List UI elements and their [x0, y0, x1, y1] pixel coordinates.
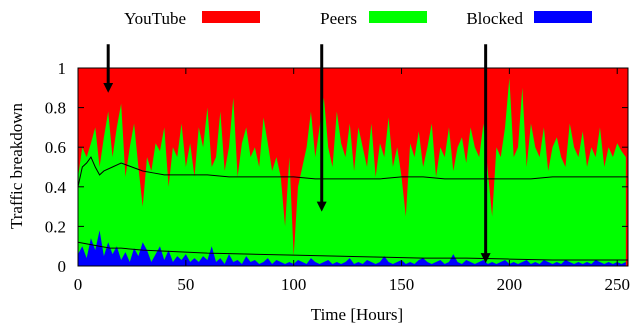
legend-swatch-youtube: [202, 11, 260, 23]
area-blocked: [78, 230, 626, 266]
y-axis-label: Traffic breakdown: [7, 102, 26, 229]
x-tick-label: 150: [389, 275, 415, 294]
x-tick-label: 250: [604, 275, 630, 294]
axis-ticks: 0 50 100 150 200 250 0 0.2 0.4 0.6 0.8 1: [45, 59, 630, 294]
plot-area: [77, 67, 629, 267]
trend-line-peers: [78, 156, 628, 187]
x-axis-label: Time [Hours]: [311, 305, 403, 324]
y-tick-label: 0.4: [45, 178, 67, 197]
area-peers: [78, 77, 626, 266]
legend-swatch-peers: [369, 11, 427, 23]
x-tick-label: 100: [281, 275, 307, 294]
legend-swatch-blocked: [534, 11, 592, 23]
annotation-arrows: [103, 44, 491, 264]
legend: YouTube Peers Blocked: [124, 9, 592, 28]
trend-line-blocked: [78, 241, 628, 261]
legend-label-youtube: YouTube: [124, 9, 186, 28]
y-tick-label: 0.2: [45, 217, 66, 236]
y-tick-label: 1: [58, 59, 67, 78]
x-tick-label: 0: [74, 275, 83, 294]
x-tick-label: 50: [177, 275, 194, 294]
plot-frame: [77, 67, 629, 267]
y-tick-label: 0.8: [45, 99, 66, 118]
y-tick-label: 0: [58, 257, 67, 276]
legend-label-peers: Peers: [320, 9, 357, 28]
legend-label-blocked: Blocked: [466, 9, 523, 28]
x-tick-label: 200: [497, 275, 523, 294]
y-tick-label: 0.6: [45, 138, 66, 157]
